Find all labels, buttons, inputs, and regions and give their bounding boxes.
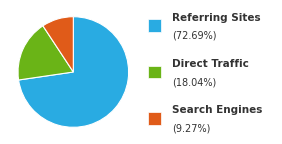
Text: Referring Sites: Referring Sites: [172, 13, 261, 23]
FancyBboxPatch shape: [148, 66, 161, 78]
Text: (9.27%): (9.27%): [172, 123, 210, 133]
Text: (18.04%): (18.04%): [172, 77, 216, 87]
Wedge shape: [43, 17, 73, 72]
Text: Search Engines: Search Engines: [172, 105, 262, 115]
FancyBboxPatch shape: [148, 112, 161, 125]
Wedge shape: [18, 26, 73, 80]
Text: Direct Traffic: Direct Traffic: [172, 59, 249, 69]
Wedge shape: [19, 17, 129, 127]
FancyBboxPatch shape: [148, 19, 161, 32]
Text: (72.69%): (72.69%): [172, 31, 217, 41]
